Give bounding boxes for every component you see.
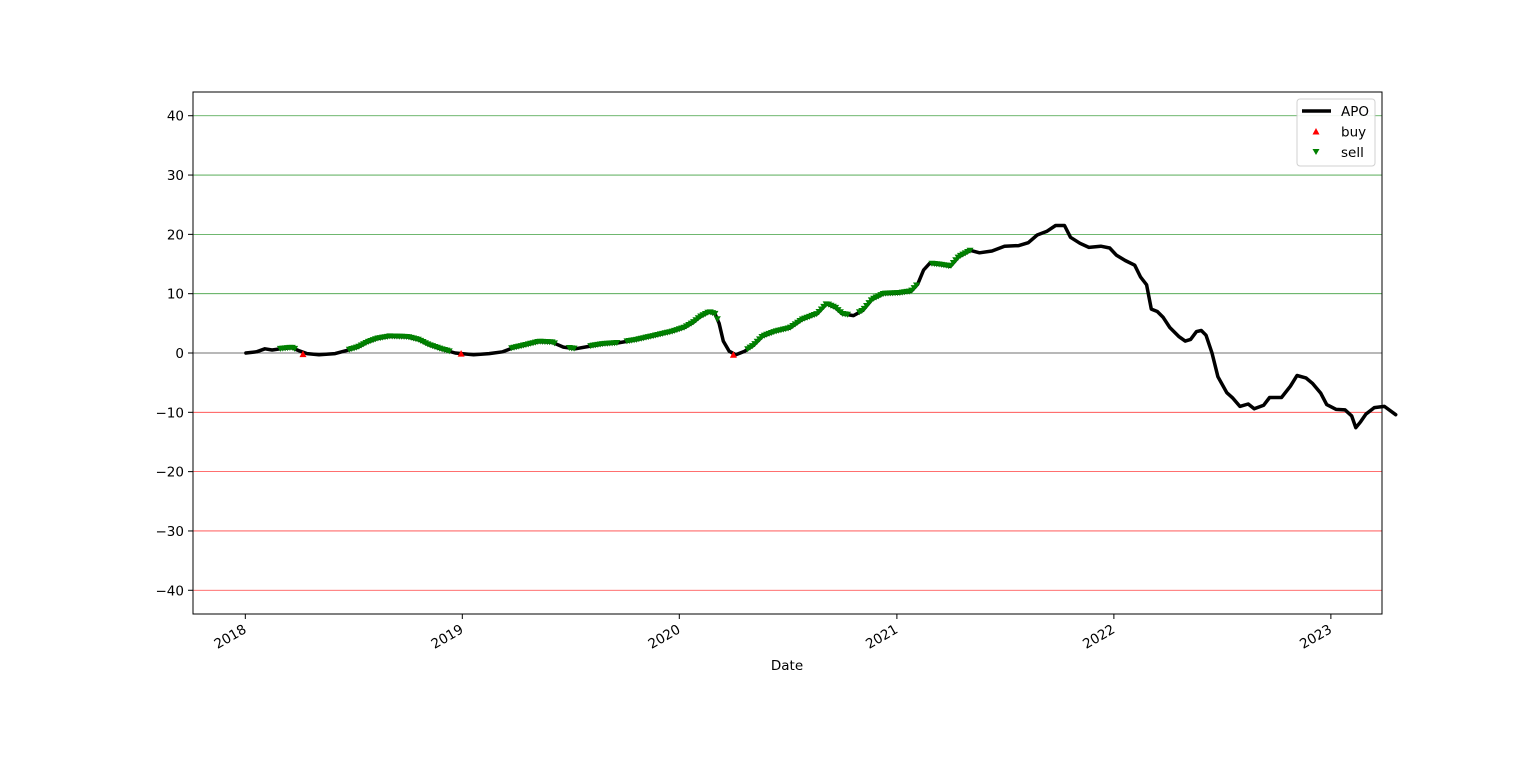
y-tick-label: −30 — [156, 524, 185, 540]
y-tick-label: 0 — [175, 346, 184, 362]
sell-marker — [291, 345, 299, 352]
x-tick-label: 2022 — [1080, 622, 1118, 653]
x-tick-label: 2019 — [429, 622, 467, 653]
apo-series — [244, 223, 1398, 430]
x-tick-label: 2021 — [863, 622, 901, 653]
legend-sell-swatch — [1312, 149, 1320, 155]
sell-marker — [844, 311, 852, 318]
grid-lines — [193, 115, 1382, 591]
buy-marker — [457, 350, 465, 357]
sell-marker — [550, 340, 558, 347]
sell-marker — [445, 348, 453, 355]
legend-label: buy — [1341, 125, 1366, 141]
y-tick-label: 30 — [167, 168, 184, 184]
sell-marker — [713, 316, 721, 323]
sell-marker — [570, 345, 578, 352]
x-axis: 2018 2019 2020 2021 2022 2023 — [212, 614, 1335, 653]
y-tick-label: 40 — [167, 109, 184, 125]
y-tick-label: 20 — [167, 227, 184, 243]
legend: APO buy sell — [1296, 98, 1376, 167]
y-tick-label: 10 — [167, 287, 184, 303]
y-tick-label: −40 — [156, 583, 185, 599]
x-tick-label: 2018 — [212, 622, 250, 653]
sell-marker — [966, 247, 974, 254]
x-tick-label: 2023 — [1297, 622, 1335, 653]
buy-markers — [299, 350, 737, 358]
x-axis-label: Date — [771, 658, 803, 674]
buy-marker — [299, 350, 307, 358]
y-tick-label: −10 — [156, 405, 185, 421]
legend-label: sell — [1341, 145, 1364, 161]
legend-buy-swatch — [1312, 128, 1320, 135]
y-axis: 40 30 20 10 0 −10 −20 −30 −40 — [156, 109, 193, 599]
apo-line — [244, 223, 1398, 430]
sell-marker — [711, 310, 719, 317]
sell-marker — [613, 340, 621, 347]
buy-marker — [729, 351, 737, 358]
y-tick-label: −20 — [156, 465, 185, 481]
x-tick-label: 2020 — [646, 622, 684, 653]
legend-label: APO — [1341, 104, 1369, 120]
sell-markers — [276, 247, 974, 355]
sell-marker — [913, 282, 921, 289]
